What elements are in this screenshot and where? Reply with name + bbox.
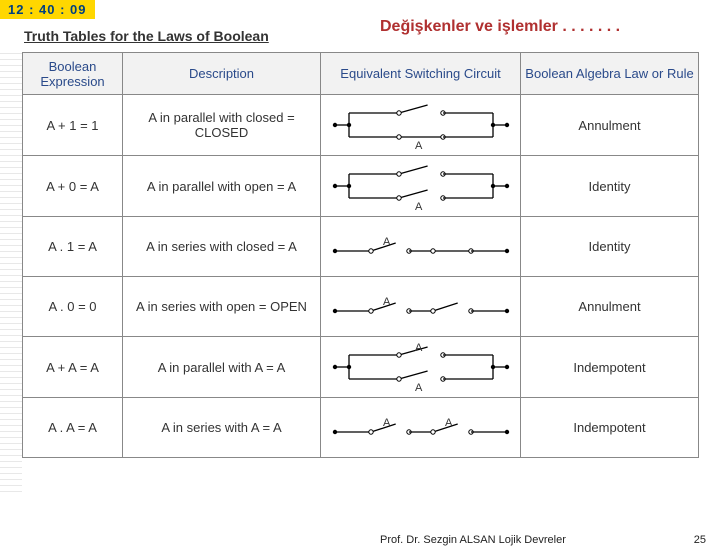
- svg-text:A: A: [415, 382, 423, 394]
- table-row: A + A = A A in parallel with A = A AA In…: [23, 337, 699, 398]
- table-header-row: Boolean Expression Description Equivalen…: [23, 53, 699, 95]
- footer-author: Prof. Dr. Sezgin ALSAN Lojik Devreler: [380, 534, 566, 546]
- law-cell: Annulment: [521, 277, 699, 337]
- desc-cell: A in parallel with A = A: [123, 337, 321, 398]
- table-row: A . 1 = A A in series with closed = A A …: [23, 217, 699, 277]
- col-header: Boolean Expression: [23, 53, 123, 95]
- expr-cell: A . A = A: [23, 398, 123, 458]
- desc-cell: A in series with closed = A: [123, 217, 321, 277]
- circuit-cell: A: [321, 156, 521, 217]
- table-row: A + 0 = A A in parallel with open = A A …: [23, 156, 699, 217]
- col-header: Boolean Algebra Law or Rule: [521, 53, 699, 95]
- svg-text:A: A: [415, 342, 423, 354]
- table-row: A . 0 = 0 A in series with open = OPEN A…: [23, 277, 699, 337]
- law-cell: Annulment: [521, 95, 699, 156]
- svg-text:A: A: [383, 236, 391, 248]
- law-cell: Identity: [521, 156, 699, 217]
- timer-badge: 12 : 40 : 09: [0, 0, 95, 19]
- law-cell: Indempotent: [521, 398, 699, 458]
- expr-cell: A + A = A: [23, 337, 123, 398]
- law-cell: Indempotent: [521, 337, 699, 398]
- svg-text:A: A: [415, 140, 423, 152]
- table-row: A + 1 = 1 A in parallel with closed = CL…: [23, 95, 699, 156]
- laws-table: Boolean Expression Description Equivalen…: [22, 52, 698, 458]
- svg-text:A: A: [383, 296, 391, 308]
- circuit-cell: A: [321, 95, 521, 156]
- expr-cell: A . 0 = 0: [23, 277, 123, 337]
- expr-cell: A . 1 = A: [23, 217, 123, 277]
- desc-cell: A in parallel with open = A: [123, 156, 321, 217]
- footer-page-number: 25: [694, 534, 706, 546]
- table-row: A . A = A A in series with A = A AA Inde…: [23, 398, 699, 458]
- desc-cell: A in series with A = A: [123, 398, 321, 458]
- col-header: Equivalent Switching Circuit: [321, 53, 521, 95]
- circuit-cell: AA: [321, 398, 521, 458]
- page-title: Değişkenler ve işlemler . . . . . . .: [380, 18, 620, 36]
- circuit-cell: A: [321, 217, 521, 277]
- law-cell: Identity: [521, 217, 699, 277]
- left-subtitle: Truth Tables for the Laws of Boolean: [24, 28, 269, 44]
- svg-text:A: A: [383, 417, 391, 429]
- expr-cell: A + 1 = 1: [23, 95, 123, 156]
- svg-text:A: A: [445, 417, 453, 429]
- svg-text:A: A: [415, 201, 423, 213]
- expr-cell: A + 0 = A: [23, 156, 123, 217]
- circuit-cell: AA: [321, 337, 521, 398]
- desc-cell: A in parallel with closed = CLOSED: [123, 95, 321, 156]
- circuit-cell: A: [321, 277, 521, 337]
- col-header: Description: [123, 53, 321, 95]
- desc-cell: A in series with open = OPEN: [123, 277, 321, 337]
